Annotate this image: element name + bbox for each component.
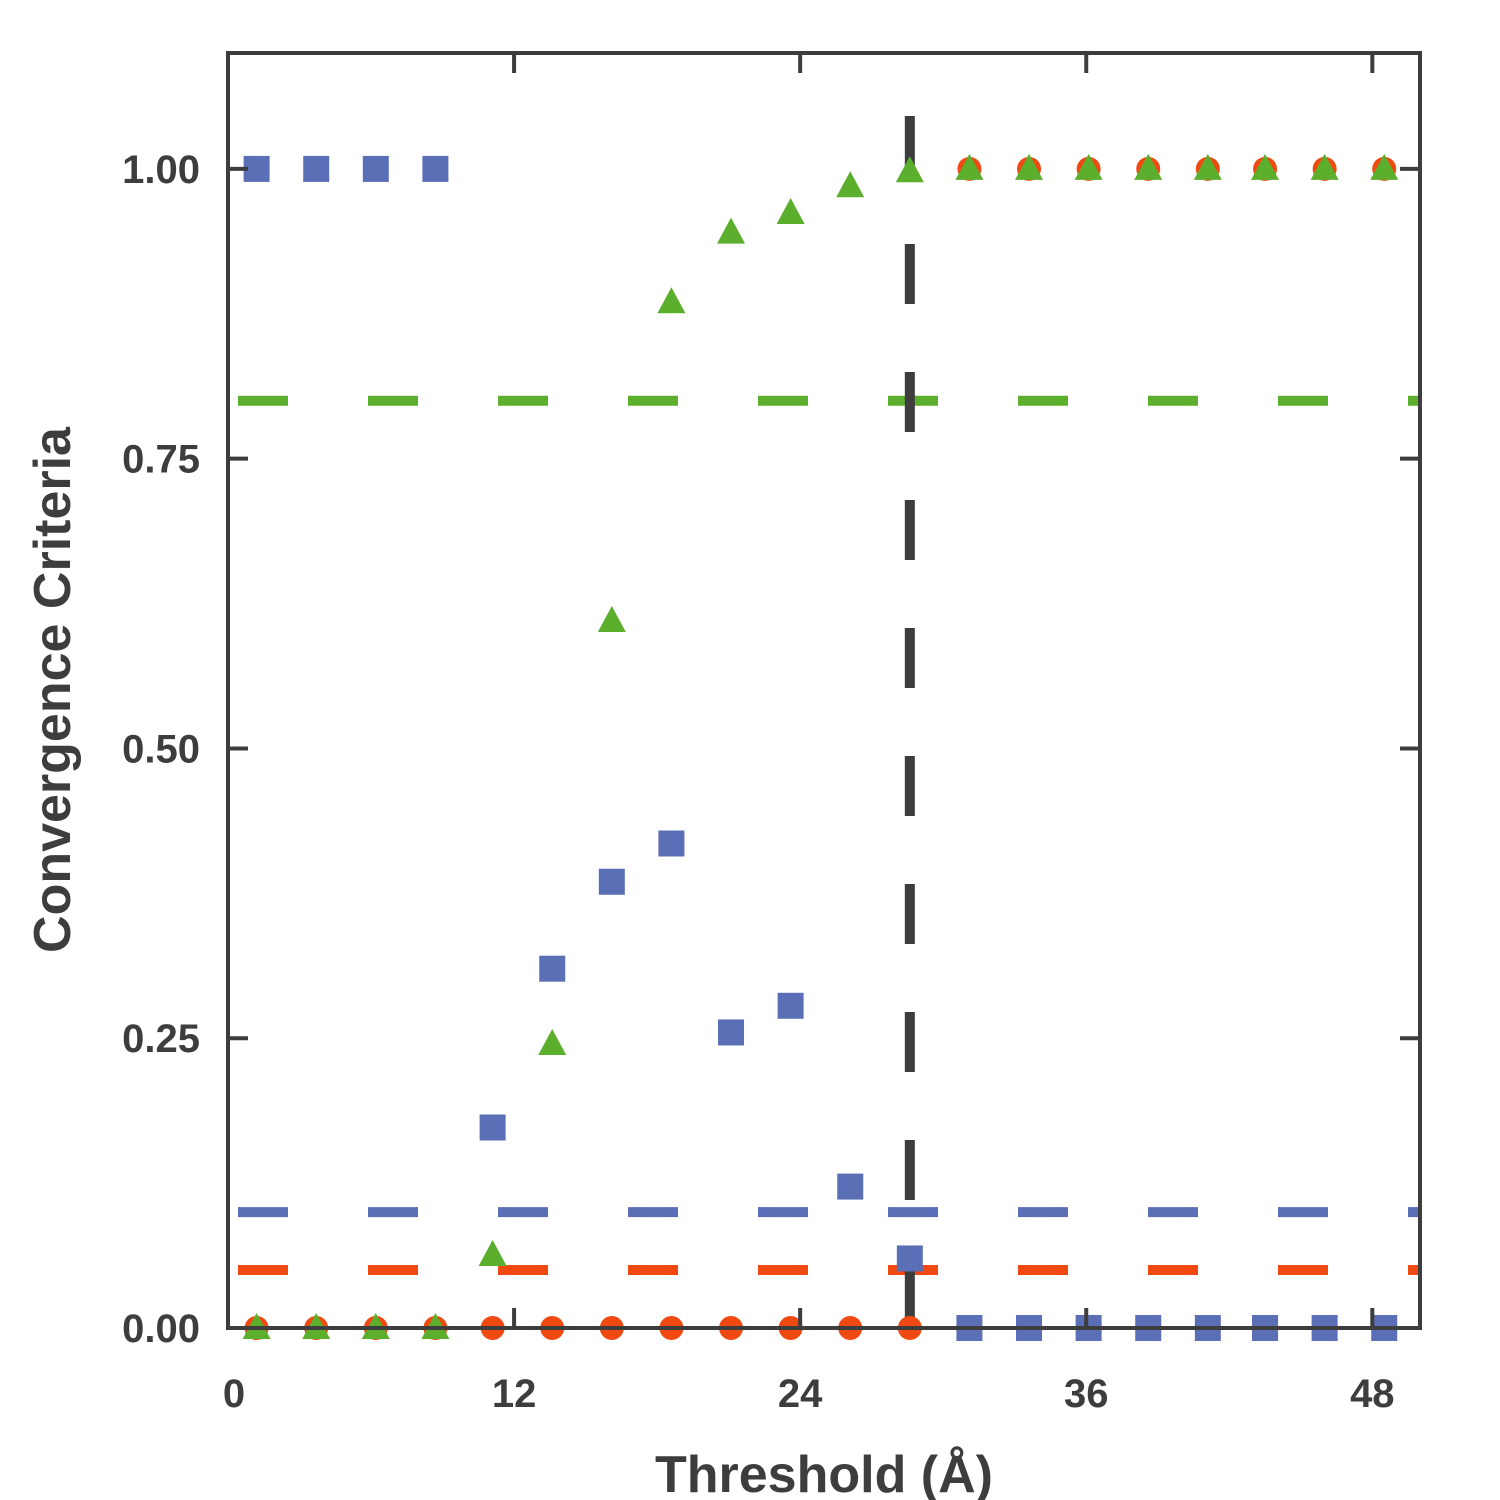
data-point-square bbox=[896, 1245, 923, 1272]
data-point-triangle bbox=[717, 217, 746, 244]
x-tick-label: 48 bbox=[1350, 1372, 1395, 1416]
data-point-square bbox=[777, 992, 804, 1019]
data-point-triangle bbox=[657, 287, 686, 314]
data-point-triangle bbox=[836, 171, 865, 198]
data-point-triangle bbox=[895, 156, 924, 183]
tick-labels: 0 12 24 36 48 0.00 0.25 0.50 0.75 1.00 bbox=[122, 148, 1394, 1416]
data-point-square bbox=[718, 1019, 745, 1046]
reference-lines bbox=[238, 105, 1420, 1328]
data-point-triangle bbox=[1074, 153, 1103, 180]
data-point-square bbox=[303, 155, 330, 182]
data-point-triangle bbox=[1015, 153, 1044, 180]
axis-ticks bbox=[228, 53, 1420, 1328]
data-point-square bbox=[539, 955, 566, 982]
data-point-triangle bbox=[538, 1029, 567, 1056]
plot-frame bbox=[226, 51, 1422, 1330]
x-tick-label: 0 bbox=[223, 1372, 245, 1416]
data-points bbox=[242, 153, 1399, 1341]
x-tick-label: 36 bbox=[1064, 1372, 1109, 1416]
y-tick-label: 0.25 bbox=[122, 1017, 200, 1061]
y-tick-label: 0.00 bbox=[122, 1307, 200, 1351]
x-axis-label: Threshold (Å) bbox=[655, 1446, 993, 1500]
y-tick-label: 1.00 bbox=[122, 148, 200, 192]
data-point-triangle bbox=[776, 197, 805, 224]
data-point-square bbox=[598, 868, 625, 895]
y-tick-label: 0.50 bbox=[122, 727, 200, 771]
data-point-square bbox=[837, 1173, 864, 1200]
data-point-triangle bbox=[1370, 153, 1399, 180]
y-axis-label: Convergence Criteria bbox=[24, 426, 82, 953]
x-tick-label: 12 bbox=[492, 1372, 537, 1416]
data-point-square bbox=[422, 155, 449, 182]
data-point-triangle bbox=[597, 605, 626, 632]
x-tick-label: 24 bbox=[778, 1372, 823, 1416]
data-point-square bbox=[479, 1114, 506, 1141]
data-point-triangle bbox=[1251, 153, 1280, 180]
data-point-triangle bbox=[1193, 153, 1222, 180]
y-tick-label: 0.75 bbox=[122, 438, 200, 482]
data-point-triangle bbox=[1134, 153, 1163, 180]
data-point-square bbox=[362, 155, 389, 182]
data-point-triangle bbox=[955, 153, 984, 180]
data-point-triangle bbox=[478, 1239, 507, 1266]
data-point-triangle bbox=[1310, 153, 1339, 180]
data-point-square bbox=[658, 830, 685, 857]
